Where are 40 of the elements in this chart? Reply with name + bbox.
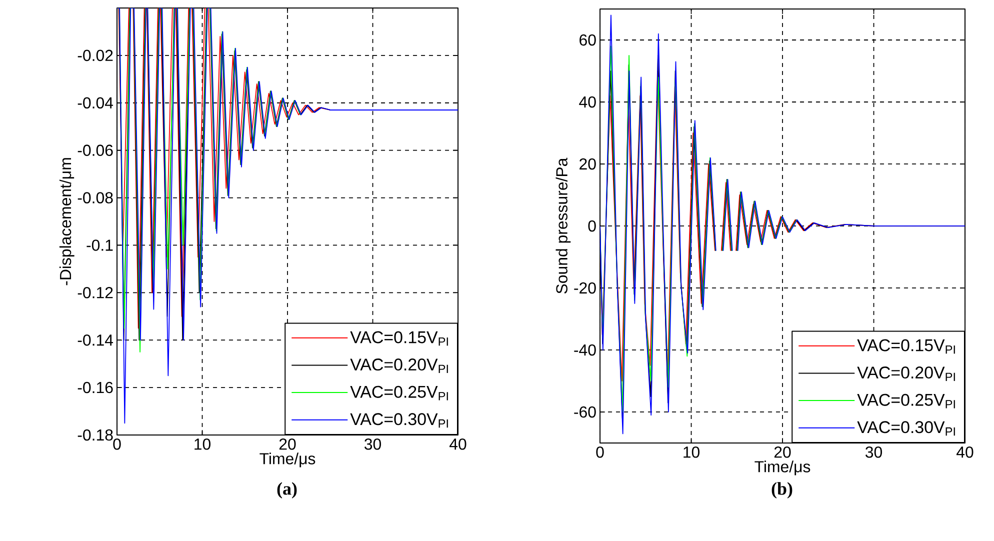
y-tick-label: -0.06: [78, 144, 113, 156]
x-axis-title: Time/μs: [754, 460, 810, 476]
y-tick-label: -0.02: [78, 50, 113, 62]
x-tick-label: 40: [956, 446, 974, 458]
x-tick-label: 0: [596, 446, 604, 458]
y-tick-label: 40: [579, 96, 596, 108]
x-axis-title: Time/μs: [260, 452, 316, 468]
x-tick-label: 40: [450, 438, 466, 450]
x-tick-label: 20: [774, 446, 791, 458]
legend-label: VAC=0.20V$_{PI}$: [350, 358, 448, 373]
x-tick-label: 10: [684, 446, 700, 458]
y-tick-label: -40: [574, 344, 596, 356]
x-tick-label: 0: [113, 438, 121, 450]
y-tick-label: -0.14: [78, 334, 114, 346]
y-tick-label: -0.1: [86, 240, 113, 251]
x-tick-label: 30: [866, 446, 882, 458]
y-tick-label: 60: [580, 34, 596, 46]
y-axis-title: -Displacement/μm: [59, 158, 74, 286]
text: (a): [277, 482, 297, 498]
y-tick-label: -0.12: [78, 287, 113, 298]
legend-label: VAC=0.30V$_{PI}$: [350, 413, 448, 428]
x-tick-label: 10: [194, 438, 210, 450]
y-tick-label: -0.04: [78, 97, 114, 109]
y-tick-label: 0: [588, 220, 596, 232]
legend-label: VAC=0.15V$_{PI}$: [857, 339, 955, 354]
legend-label: VAC=0.15V$_{PI}$: [350, 331, 448, 346]
legend-label: VAC=0.30V$_{PI}$: [857, 421, 955, 436]
y-tick-label: -0.08: [78, 192, 113, 204]
legend-label: VAC=0.20V$_{PI}$: [857, 366, 955, 381]
legend-label: VAC=0.25V$_{PI}$: [857, 394, 955, 408]
y-tick-label: -0.18: [78, 429, 113, 441]
text: (b): [772, 482, 792, 498]
y-tick-label: -0.16: [78, 382, 113, 394]
x-tick-label: 30: [364, 438, 381, 450]
legend-label: VAC=0.25V$_{PI}$: [350, 386, 448, 400]
x-tick-label: 20: [279, 438, 296, 450]
y-tick-label: 20: [580, 158, 596, 170]
y-tick-label: -20: [574, 282, 596, 294]
y-tick-label: -60: [574, 406, 596, 418]
y-axis-title: Sound pressure/Pa: [556, 158, 571, 294]
